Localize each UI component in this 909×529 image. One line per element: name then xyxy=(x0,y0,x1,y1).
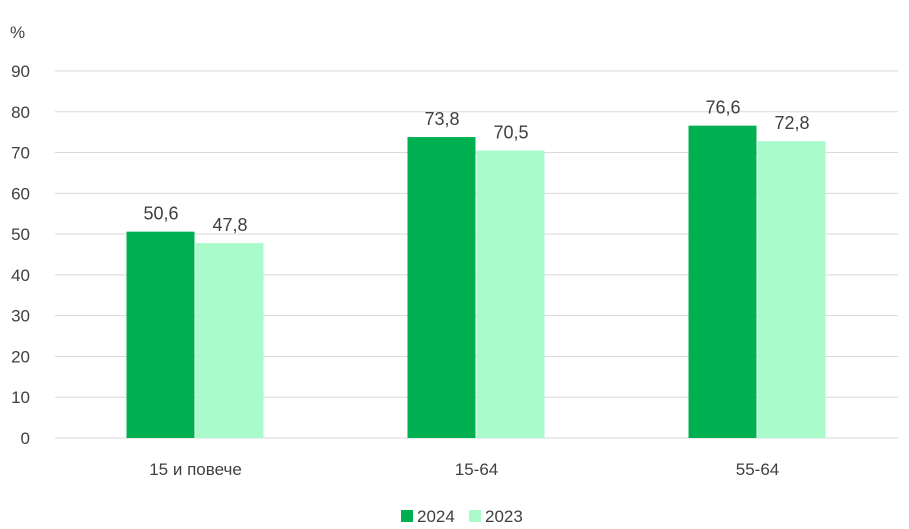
y-tick-label: 90 xyxy=(11,62,30,81)
y-tick-label: 0 xyxy=(21,429,30,448)
data-label-2024-0: 50,6 xyxy=(143,204,178,224)
bar-2024-0 xyxy=(126,231,195,438)
y-tick-label: 70 xyxy=(11,144,30,163)
y-axis-ticks: 0 10 20 30 40 50 60 70 80 90 xyxy=(11,62,30,448)
legend-swatch-2023 xyxy=(469,510,481,522)
data-label-2023-1: 70,5 xyxy=(493,123,528,143)
y-unit-label: % xyxy=(10,23,25,42)
data-label-2024-1: 73,8 xyxy=(424,109,459,129)
bar-2024-1 xyxy=(407,137,476,438)
y-tick-label: 30 xyxy=(11,307,30,326)
y-tick-label: 50 xyxy=(11,225,30,244)
legend-label-2024: 2024 xyxy=(417,507,455,526)
legend: 2024 2023 xyxy=(401,507,523,526)
y-tick-label: 80 xyxy=(11,103,30,122)
data-labels: 50,6 47,8 73,8 70,5 76,6 72,8 xyxy=(143,98,809,235)
data-label-2023-0: 47,8 xyxy=(212,215,247,235)
y-tick-label: 10 xyxy=(11,388,30,407)
bar-2023-0 xyxy=(195,243,264,438)
legend-swatch-2024 xyxy=(401,510,413,522)
data-label-2024-2: 76,6 xyxy=(705,98,740,118)
bar-2023-1 xyxy=(476,150,545,438)
legend-label-2023: 2023 xyxy=(485,507,523,526)
bar-2023-2 xyxy=(757,141,826,439)
data-label-2023-2: 72,8 xyxy=(774,113,809,133)
x-category-label: 55-64 xyxy=(736,460,779,479)
bars xyxy=(126,125,826,439)
y-tick-label: 40 xyxy=(11,266,30,285)
x-category-label: 15 и повече xyxy=(149,460,242,479)
x-axis-categories: 15 и повече 15-64 55-64 xyxy=(149,460,779,479)
bar-2024-2 xyxy=(688,125,757,439)
x-category-label: 15-64 xyxy=(455,460,498,479)
y-tick-label: 60 xyxy=(11,184,30,203)
y-tick-label: 20 xyxy=(11,347,30,366)
